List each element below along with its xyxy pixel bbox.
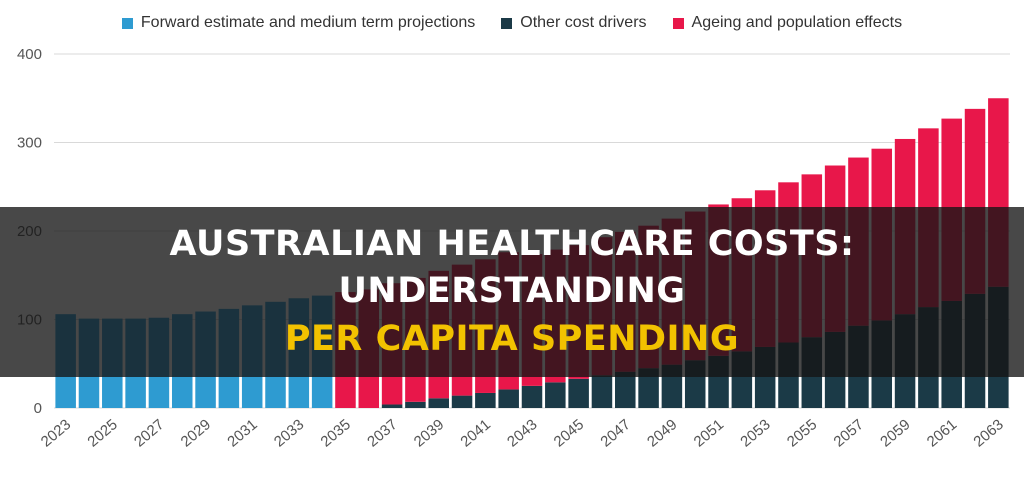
x-tick-label: 2061 [924,416,960,450]
x-tick-label: 2029 [178,416,214,450]
legend-item-other-cost-drivers[interactable]: Other cost drivers [501,14,647,32]
x-tick-label: 2031 [224,416,260,450]
x-tick-label: 2057 [831,416,867,450]
legend-label-forward-estimate: Forward estimate and medium term project… [140,14,476,31]
legend-item-forward-estimate[interactable]: Forward estimate and medium term project… [121,14,476,32]
x-tick-label: 2047 [597,416,633,450]
x-tick-label: 2051 [691,416,727,450]
banner-title-line1: AUSTRALIAN HEALTHCARE COSTS: UNDERSTANDI… [169,224,855,312]
x-tick-label: 2049 [644,416,680,450]
x-tick-label: 2037 [364,416,400,450]
legend-label-ageing-population: Ageing and population effects [691,14,903,31]
bar-segment [381,404,403,408]
y-tick-label: 0 [34,400,42,417]
x-tick-label: 2033 [271,416,307,450]
legend-swatch-other-cost-drivers [501,17,513,29]
bar-segment [591,375,613,408]
x-tick-label: 2035 [318,416,354,450]
bar-segment [405,401,426,408]
bar-segment [498,389,519,408]
bar-segment [451,395,473,408]
x-tick-label: 2023 [38,416,74,450]
y-tick-label: 300 [17,135,42,152]
legend-swatch-forward-estimate [121,17,133,29]
legend-item-ageing-population[interactable]: Ageing and population effects [672,14,903,32]
x-tick-label: 2043 [504,416,540,450]
y-tick-label: 400 [17,46,42,63]
x-tick-label: 2063 [970,416,1006,450]
x-tick-label: 2059 [877,416,913,450]
x-tick-label: 2055 [784,416,820,450]
x-tick-label: 2025 [84,416,120,450]
legend-swatch-ageing-population [672,17,684,29]
banner-title-line2: PER CAPITA SPENDING [284,318,740,359]
x-tick-label: 2039 [411,416,447,450]
x-tick-label: 2041 [457,416,493,450]
title-banner: AUSTRALIAN HEALTHCARE COSTS: UNDERSTANDI… [0,207,1024,377]
x-tick-label: 2045 [551,416,587,450]
chart-legend: Forward estimate and medium term project… [0,14,1024,32]
bar-segment [545,382,566,408]
bar-segment [521,385,543,408]
legend-label-other-cost-drivers: Other cost drivers [520,14,647,31]
bar-segment [615,371,636,408]
bar-segment [475,392,496,408]
bar-segment [638,368,659,408]
bar-segment [428,398,449,408]
bar-segment [568,378,589,408]
x-tick-label: 2027 [131,416,167,450]
x-tick-label: 2053 [737,416,773,450]
